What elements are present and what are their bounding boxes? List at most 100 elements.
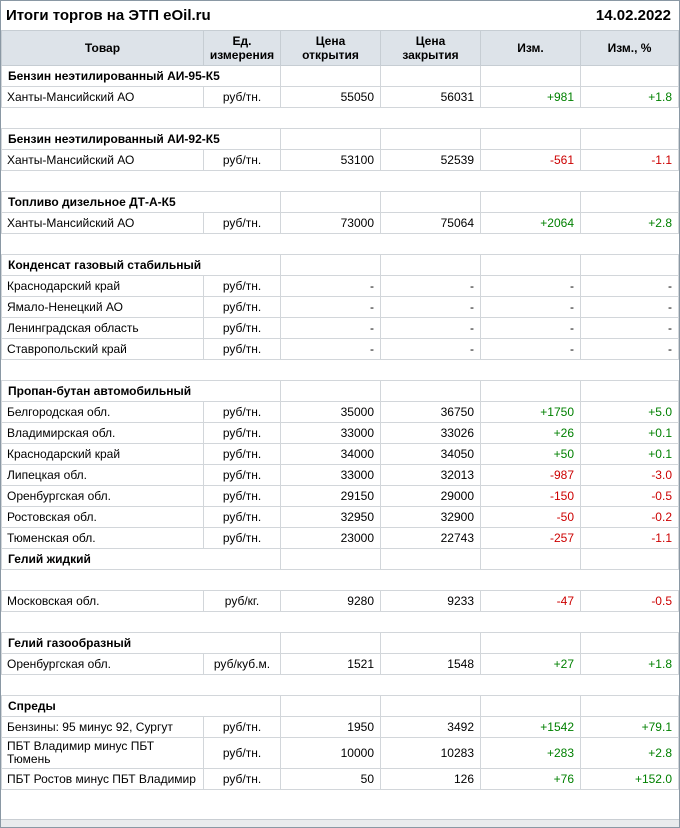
table-header-row: Товар Ед. измерения Цена открытия Цена з… [1,30,679,66]
section-empty-cell [480,128,581,150]
cell-product: Владимирская обл. [1,422,204,444]
cell-change-pct: +5.0 [580,401,679,423]
cell-unit: руб/тн. [203,149,281,171]
cell-change-pct: +2.8 [580,737,679,769]
cell-unit: руб/тн. [203,212,281,234]
table-row: Оренбургская обл. руб/куб.м. 1521 1548 +… [1,653,679,675]
cell-close-price: 56031 [380,86,481,108]
cell-change: - [480,338,581,360]
spacer-row [2,612,679,633]
table-row: ПБТ Владимир минус ПБТ Тюмень руб/тн. 10… [1,737,679,769]
section-empty-cell [280,128,381,150]
cell-open-price: 53100 [280,149,381,171]
section-empty-cell [380,191,481,213]
cell-change-pct: -1.1 [580,527,679,549]
table-row: Владимирская обл. руб/тн. 33000 33026 +2… [1,422,679,444]
section-empty-cell [380,254,481,276]
section-empty-cell [480,65,581,87]
column-header-unit: Ед. измерения [203,30,281,66]
cell-close-price: 33026 [380,422,481,444]
cell-open-price: 23000 [280,527,381,549]
report-date: 14.02.2022 [595,7,671,24]
cell-unit: руб/тн. [203,443,281,465]
spacer-cell [2,360,679,381]
cell-change-pct: +79.1 [580,716,679,738]
cell-change-pct: +152.0 [580,768,679,790]
spacer-cell [2,234,679,255]
spacer-cell [2,612,679,633]
cell-close-price: 32013 [380,464,481,486]
table-row: Оренбургская обл. руб/тн. 29150 29000 -1… [1,485,679,507]
cell-change: +76 [480,768,581,790]
cell-change: -561 [480,149,581,171]
cell-unit: руб/тн. [203,296,281,318]
cell-change-pct: -0.5 [580,590,679,612]
cell-product: Краснодарский край [1,443,204,465]
spacer-cell [2,171,679,192]
cell-open-price: 50 [280,768,381,790]
cell-product: Ямало-Ненецкий АО [1,296,204,318]
cell-product: Ленинградская область [1,317,204,339]
table-row: Белгородская обл. руб/тн. 35000 36750 +1… [1,401,679,423]
section-title: Гелий жидкий [1,548,281,570]
cell-change: +1750 [480,401,581,423]
cell-unit: руб/тн. [203,527,281,549]
cell-unit: руб/куб.м. [203,653,281,675]
cell-change-pct: +0.1 [580,443,679,465]
cell-product: ПБТ Ростов минус ПБТ Владимир [1,768,204,790]
cell-change-pct: +1.8 [580,86,679,108]
column-header-close-price: Цена закрытия [380,30,481,66]
cell-unit: руб/тн. [203,485,281,507]
cell-open-price: 35000 [280,401,381,423]
cell-product: Оренбургская обл. [1,485,204,507]
section-row: Бензин неэтилированный АИ-92-К5 [1,128,679,150]
cell-close-price: - [380,296,481,318]
section-empty-cell [380,548,481,570]
table-row: ПБТ Ростов минус ПБТ Владимир руб/тн. 50… [1,768,679,790]
section-title: Конденсат газовый стабильный [1,254,281,276]
cell-change: -257 [480,527,581,549]
section-empty-cell [580,65,679,87]
cell-change: +26 [480,422,581,444]
cell-change-pct: +0.1 [580,422,679,444]
cell-close-price: 10283 [380,737,481,769]
table-header: Товар Ед. измерения Цена открытия Цена з… [1,30,679,66]
cell-close-price: - [380,317,481,339]
section-row: Гелий газообразный [1,632,679,654]
section-empty-cell [480,191,581,213]
cell-open-price: - [280,338,381,360]
table-row: Ханты-Мансийский АО руб/тн. 73000 75064 … [1,212,679,234]
section-empty-cell [480,632,581,654]
cell-product: Белгородская обл. [1,401,204,423]
section-empty-cell [580,254,679,276]
cell-close-price: - [380,338,481,360]
section-empty-cell [380,695,481,717]
cell-open-price: 29150 [280,485,381,507]
cell-change: +50 [480,443,581,465]
spacer-row [2,108,679,129]
cell-open-price: - [280,317,381,339]
cell-open-price: 33000 [280,422,381,444]
table-row: Ленинградская область руб/тн. - - - - [1,317,679,339]
cell-change: -150 [480,485,581,507]
section-empty-cell [580,380,679,402]
cell-change-pct: - [580,317,679,339]
spacer-cell [2,570,679,591]
spacer-cell [2,108,679,129]
section-row: Гелий жидкий [1,548,679,570]
cell-open-price: 32950 [280,506,381,528]
cell-open-price: - [280,275,381,297]
section-empty-cell [580,191,679,213]
cell-change-pct: - [580,296,679,318]
table-row: Тюменская обл. руб/тн. 23000 22743 -257 … [1,527,679,549]
cell-product: Ростовская обл. [1,506,204,528]
cell-change-pct: -3.0 [580,464,679,486]
cell-change: +981 [480,86,581,108]
table-row: Бензины: 95 минус 92, Сургут руб/тн. 195… [1,716,679,738]
table-row: Краснодарский край руб/тн. - - - - [1,275,679,297]
cell-open-price: 10000 [280,737,381,769]
section-empty-cell [280,254,381,276]
cell-close-price: 1548 [380,653,481,675]
cell-unit: руб/тн. [203,401,281,423]
section-title: Спреды [1,695,281,717]
